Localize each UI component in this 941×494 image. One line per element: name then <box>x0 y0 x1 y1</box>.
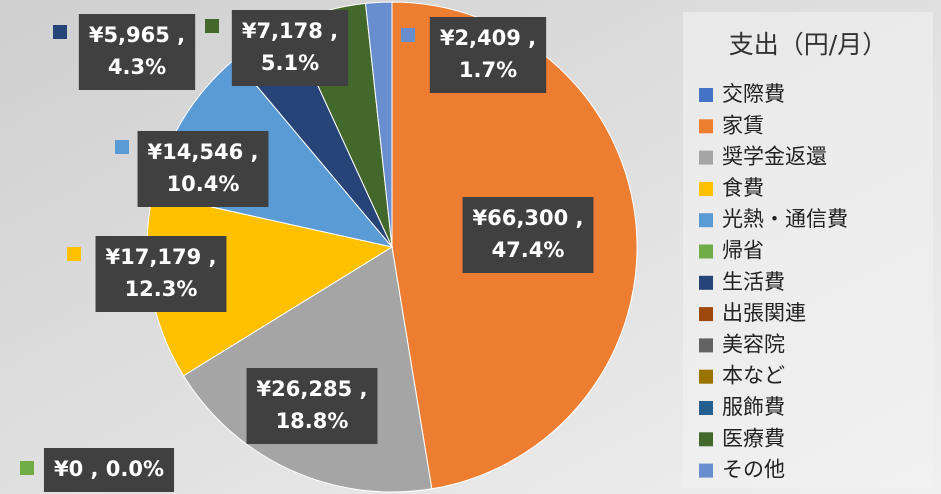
legend-key <box>699 369 713 384</box>
label-key <box>205 19 219 33</box>
labels: ¥66,300 , 47.4% ¥26,285 , 18.8% ¥17,179 , 12.… <box>20 10 594 492</box>
pie-slice <box>364 1 393 248</box>
legend-key <box>699 213 713 228</box>
legend-label: 医療費 <box>722 426 785 450</box>
legend-key <box>699 88 713 102</box>
value-label: 4.3% <box>108 55 166 79</box>
legend-label: 美容院 <box>722 332 785 356</box>
legend-key <box>699 150 713 165</box>
data-label: ¥66,300 , 47.4% <box>462 197 594 273</box>
value-label: ¥17,179 , <box>106 245 217 269</box>
legend-key <box>699 275 713 290</box>
data-label: ¥7,178 , 5.1% <box>205 10 349 86</box>
label-box <box>95 236 227 312</box>
legend-box <box>683 12 933 488</box>
data-label: ¥2,409 , 1.7% <box>401 17 547 93</box>
legend-key <box>699 432 713 447</box>
legend-label: 本など <box>722 364 785 388</box>
label-key <box>67 247 81 261</box>
label-box <box>246 368 378 444</box>
value-label: 18.8% <box>276 409 349 433</box>
label-box <box>137 131 269 207</box>
label-box <box>429 17 547 93</box>
label-key <box>115 140 129 154</box>
legend-key <box>699 401 713 415</box>
legend-key <box>699 244 713 259</box>
legend-label: 服飾費 <box>722 395 785 419</box>
value-label: ¥14,546 , <box>148 140 259 164</box>
label-box <box>462 197 594 273</box>
data-label: ¥26,285 , 18.8% <box>246 368 378 444</box>
label-key <box>20 461 34 475</box>
data-label: ¥17,179 , 12.3% <box>67 236 227 312</box>
value-label: 47.4% <box>492 238 565 262</box>
value-label: 10.4% <box>167 172 240 196</box>
value-label: ¥0 , 0.0% <box>54 457 164 481</box>
legend-label: その他 <box>722 458 785 482</box>
legend-label: 出張関連 <box>722 301 806 325</box>
label-box <box>231 10 349 86</box>
label-key <box>401 28 415 42</box>
value-label: ¥7,178 , <box>242 19 338 43</box>
value-label: ¥2,409 , <box>440 26 536 50</box>
value-label: ¥26,285 , <box>257 377 368 401</box>
legend: 交際費家賃奨学金返還食費光熱・通信費帰省生活費出張関連美容院本など服飾費医療費そ… <box>699 82 848 482</box>
value-label: 1.7% <box>459 58 517 82</box>
legend-label: 交際費 <box>722 82 785 106</box>
value-label: ¥5,965 , <box>89 23 185 47</box>
legend-key <box>699 463 713 478</box>
label-box <box>43 448 175 492</box>
legend-key <box>699 338 713 353</box>
label-key <box>53 25 67 39</box>
legend-label: 家賃 <box>722 113 764 137</box>
value-label: 12.3% <box>125 277 198 301</box>
label-box <box>78 14 196 90</box>
data-label: ¥14,546 , 10.4% <box>115 131 269 207</box>
value-label: ¥66,300 , <box>473 206 584 230</box>
data-label: ¥0 , 0.0% <box>20 448 175 492</box>
legend-label: 食費 <box>722 176 764 200</box>
value-label: 5.1% <box>261 51 319 75</box>
legend-key <box>699 119 713 134</box>
legend-label: 帰省 <box>722 239 764 263</box>
legend-key <box>699 181 713 196</box>
legend-label: 生活費 <box>722 270 785 294</box>
legend-title: 支出（円/月） <box>729 30 887 59</box>
legend-label: 奨学金返還 <box>722 145 827 169</box>
legend-label: 光熱・通信費 <box>722 207 848 231</box>
legend-key <box>699 307 713 322</box>
data-label: ¥5,965 , 4.3% <box>53 14 196 90</box>
